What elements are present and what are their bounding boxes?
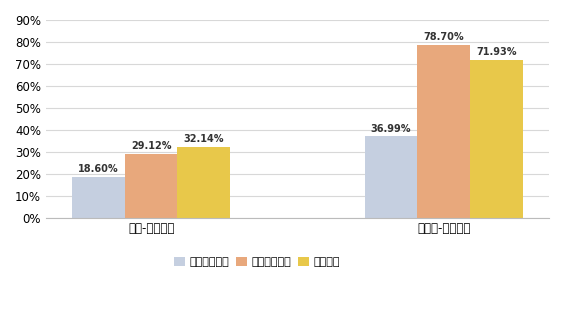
- Text: 78.70%: 78.70%: [424, 32, 464, 42]
- Bar: [125, 154, 178, 217]
- Bar: [470, 60, 523, 217]
- Legend: 太原理工大学, 山西财经大学, 山西大学: 太原理工大学, 山西财经大学, 山西大学: [170, 253, 345, 272]
- Text: 32.14%: 32.14%: [183, 134, 224, 144]
- Bar: [365, 136, 417, 217]
- Text: 71.93%: 71.93%: [476, 47, 517, 57]
- Bar: [72, 177, 125, 217]
- Bar: [178, 147, 230, 217]
- Text: 29.12%: 29.12%: [131, 141, 171, 151]
- Text: 18.60%: 18.60%: [78, 164, 119, 174]
- Bar: [417, 45, 470, 217]
- Text: 36.99%: 36.99%: [371, 124, 411, 134]
